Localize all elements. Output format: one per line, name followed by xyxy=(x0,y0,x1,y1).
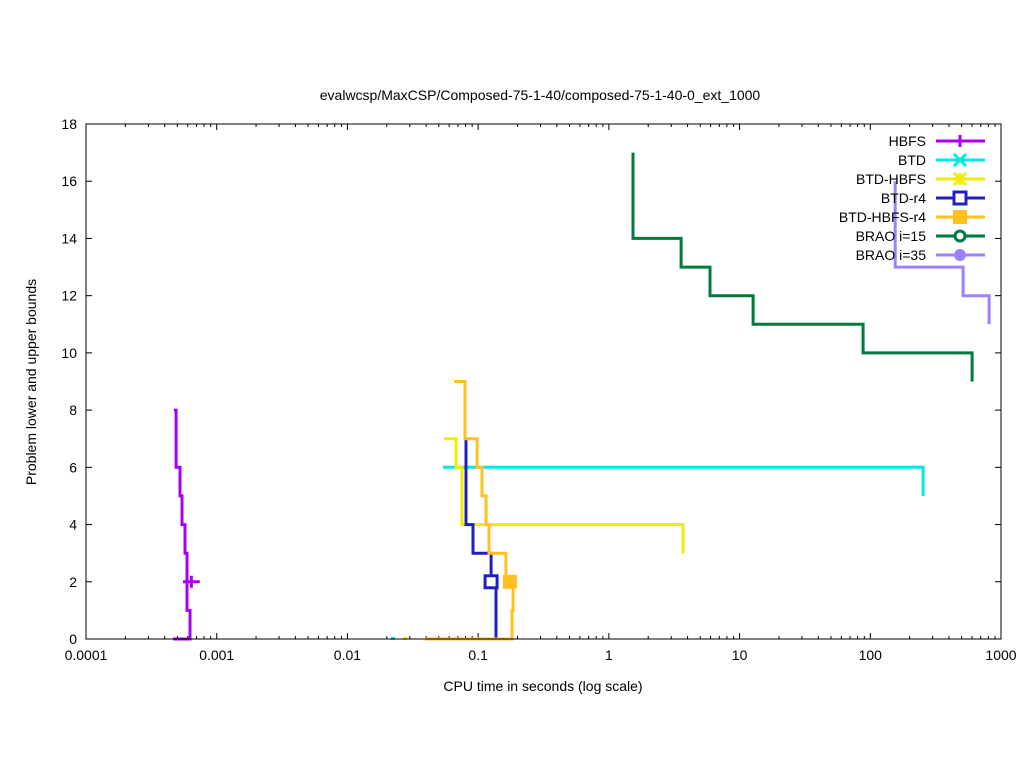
x-tick-label: 0.0001 xyxy=(65,647,108,663)
y-tick-label: 0 xyxy=(69,631,77,647)
x-tick-label: 1000 xyxy=(985,647,1016,663)
series-line-btd-hbfs xyxy=(444,437,685,554)
plot-frame xyxy=(85,123,1002,640)
series-line-btd xyxy=(443,465,925,496)
x-tick-label: 100 xyxy=(859,647,883,663)
y-tick-label: 14 xyxy=(61,230,77,246)
series-hbfs xyxy=(173,408,200,641)
box-marker xyxy=(483,574,499,590)
chart-title: evalwcsp/MaxCSP/Composed-75-1-40/compose… xyxy=(320,87,761,103)
series-line-brao-i-15 xyxy=(631,152,974,382)
series-line-btd-r4 xyxy=(462,380,498,639)
series-line-btd-hbfs-r4 xyxy=(425,380,515,641)
y-tick-label: 16 xyxy=(61,173,77,189)
cross-marker xyxy=(952,152,968,168)
y-tick-label: 2 xyxy=(69,574,77,590)
legend-label-btd-r4: BTD-r4 xyxy=(881,190,926,206)
x-tick-label: 10 xyxy=(732,647,748,663)
legend-label-brao-i-15: BRAO i=15 xyxy=(856,228,927,244)
y-axis-label: Problem lower and upper bounds xyxy=(23,279,39,485)
filled-box-marker xyxy=(953,210,967,224)
legend-label-brao-i-35: BRAO i=35 xyxy=(856,247,927,263)
filled-circle-marker xyxy=(954,249,966,261)
y-tick-label: 10 xyxy=(61,345,77,361)
y-tick-label: 12 xyxy=(61,288,77,304)
legend-label-btd-hbfs-r4: BTD-HBFS-r4 xyxy=(839,209,926,225)
series-btd xyxy=(390,465,925,640)
star-marker xyxy=(952,171,968,187)
series-brao-i-15 xyxy=(631,152,974,382)
plus-marker xyxy=(951,135,969,147)
y-tick-label: 18 xyxy=(61,116,77,132)
plus-marker xyxy=(182,575,200,588)
filled-box-marker xyxy=(502,574,517,589)
x-tick-label: 1 xyxy=(605,647,613,663)
legend: HBFS BTD BTD-HBFS BTD-r4 BTD-HBFS-r4 BRAO i=1… xyxy=(839,133,985,263)
box-marker xyxy=(952,190,968,206)
y-tick-label: 8 xyxy=(69,402,77,418)
series-btd-r4 xyxy=(462,380,499,639)
series-btd-hbfs xyxy=(403,437,685,640)
x-tick-label: 0.01 xyxy=(334,647,361,663)
y-tick-label: 6 xyxy=(69,459,77,475)
legend-label-btd-hbfs: BTD-HBFS xyxy=(856,171,926,187)
legend-label-btd: BTD xyxy=(898,152,926,168)
series-line-brao-i-35 xyxy=(893,181,991,325)
x-tick-label: 0.001 xyxy=(199,647,234,663)
x-axis-label: CPU time in seconds (log scale) xyxy=(443,678,642,694)
circle-marker xyxy=(953,229,967,243)
legend-label-hbfs: HBFS xyxy=(889,133,926,149)
series-btd-hbfs-r4 xyxy=(425,380,517,641)
y-tick-label: 4 xyxy=(69,517,77,533)
series-brao-i-35 xyxy=(893,181,991,325)
x-tick-label: 0.1 xyxy=(468,647,488,663)
series-line-hbfs xyxy=(173,408,192,641)
